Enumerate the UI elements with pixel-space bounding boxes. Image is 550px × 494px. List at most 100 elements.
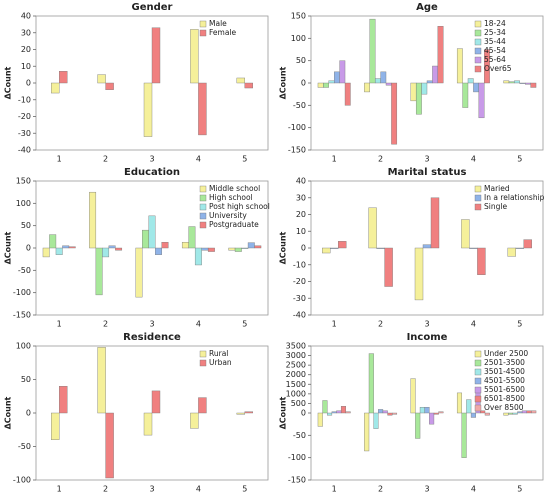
legend-label: Maried (484, 184, 510, 193)
bar (415, 82, 422, 115)
bar (344, 82, 351, 106)
y-tick-label: -100 (13, 476, 31, 485)
bar (323, 82, 329, 88)
bar (68, 246, 76, 249)
y-tick-label: 1500 (286, 380, 306, 389)
y-axis-label: ΔCount (4, 66, 13, 99)
bar (387, 412, 393, 416)
legend-label: 25-34 (484, 28, 506, 37)
bar (59, 71, 68, 84)
bar (190, 412, 199, 429)
bar (190, 29, 199, 84)
y-tick-label: -20 (293, 277, 306, 286)
legend-swatch (474, 56, 482, 64)
bar (530, 82, 537, 88)
y-tick-label: 1000 (286, 389, 306, 398)
bar (89, 191, 97, 249)
bar (512, 412, 518, 415)
y-tick-label: 30 (21, 28, 31, 37)
bar (526, 410, 532, 414)
bar (345, 411, 351, 414)
chart-title: Residence (123, 332, 181, 343)
bar (410, 378, 416, 414)
bar (151, 390, 161, 414)
y-tick-label: 100 (291, 34, 306, 43)
y-tick-label: 0 (26, 79, 31, 88)
legend-swatch (474, 203, 482, 211)
y-axis-label: ΔCount (4, 231, 13, 264)
x-tick-label: 5 (517, 155, 522, 164)
bar (461, 219, 470, 249)
bar (336, 410, 342, 414)
bar (228, 247, 236, 251)
bar (429, 412, 435, 425)
bar (523, 239, 532, 249)
bar (254, 245, 262, 249)
legend-label: 35-44 (484, 37, 506, 46)
legend-label: Over65 (484, 64, 512, 73)
bar (201, 247, 209, 251)
bar (207, 247, 215, 252)
legend-swatch (474, 29, 482, 37)
bar (364, 82, 370, 93)
bar (515, 247, 524, 249)
bar (382, 410, 388, 414)
x-tick-label: 4 (196, 320, 201, 329)
bar (380, 71, 387, 84)
bar (244, 82, 254, 89)
legend-label: 18-24 (484, 19, 506, 28)
y-tick-label: 30 (296, 193, 306, 202)
x-tick-label: 3 (149, 155, 154, 164)
bar (328, 80, 335, 84)
legend-swatch (474, 65, 482, 73)
legend-label: 6501-8500 (484, 394, 525, 403)
legend-label: Male (209, 19, 227, 28)
bar (378, 409, 384, 414)
bar (368, 353, 374, 414)
legend-swatch (199, 203, 207, 211)
x-tick-label: 4 (471, 485, 476, 494)
y-tick-label: -40 (18, 146, 31, 155)
bar (437, 26, 444, 84)
y-tick-label: -50 (293, 101, 306, 110)
x-tick-label: 4 (196, 485, 201, 494)
bar (364, 412, 370, 452)
y-tick-label: 150 (16, 177, 31, 186)
y-tick-label: 20 (296, 210, 306, 219)
bar (148, 215, 156, 249)
bar (247, 242, 255, 249)
legend-label: High school (209, 193, 253, 202)
bar (62, 245, 70, 249)
bar (181, 241, 189, 249)
bar (433, 412, 439, 415)
bar (330, 247, 339, 249)
bar (236, 412, 246, 415)
bar (385, 82, 392, 86)
bar (473, 82, 480, 93)
legend-label: Post high school (209, 202, 270, 211)
legend-label: 55-64 (484, 55, 506, 64)
y-tick-label: -30 (293, 294, 306, 303)
legend-swatch (199, 212, 207, 220)
y-tick-label: 0 (26, 409, 31, 418)
bar (369, 18, 376, 84)
bar (531, 410, 537, 414)
y-tick-label: 10 (21, 62, 31, 71)
legend-swatch (474, 377, 482, 385)
y-tick-label: 50 (296, 56, 306, 65)
bar (462, 82, 469, 108)
y-tick-label: 50 (21, 375, 31, 384)
bar (507, 247, 516, 257)
bar (161, 241, 169, 249)
x-tick-label: 2 (103, 320, 108, 329)
bar (480, 410, 486, 414)
legend-swatch (199, 221, 207, 229)
x-tick-label: 1 (57, 320, 62, 329)
legend-swatch (474, 20, 482, 28)
bar (244, 411, 254, 414)
y-tick-label: -20 (18, 112, 31, 121)
x-tick-label: 1 (57, 155, 62, 164)
y-tick-label: 20 (21, 45, 31, 54)
y-tick-label: -50 (293, 431, 306, 440)
